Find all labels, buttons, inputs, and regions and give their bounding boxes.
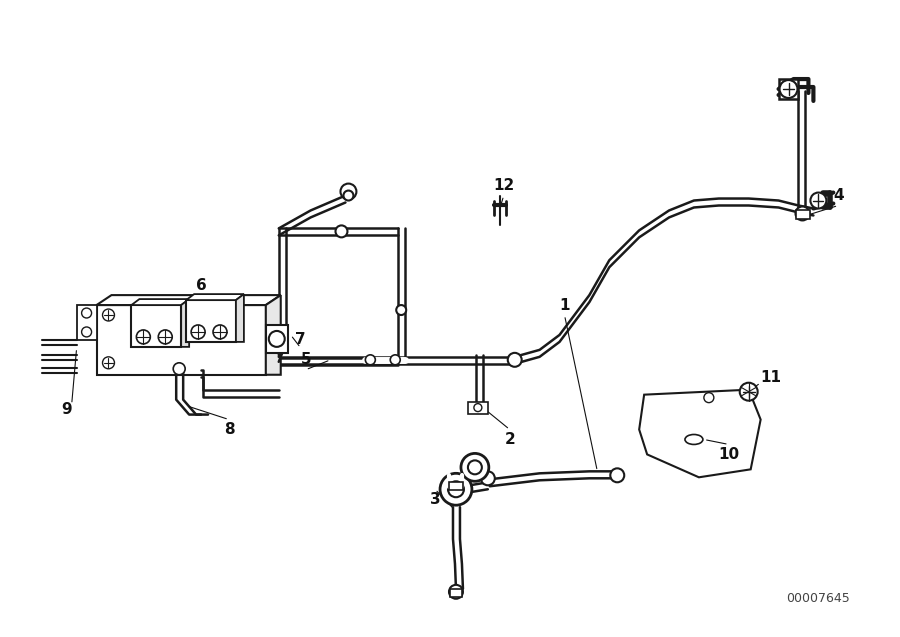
Circle shape [158,330,172,344]
Bar [450,589,462,597]
Circle shape [213,325,227,339]
Bar [796,210,810,219]
Polygon shape [266,295,281,375]
Text: 6: 6 [195,278,206,292]
Bar [186,300,236,342]
Text: 9: 9 [61,402,72,417]
Polygon shape [236,294,244,342]
Text: 00007645: 00007645 [787,592,850,605]
Circle shape [82,327,92,337]
Text: 5: 5 [301,352,310,368]
Polygon shape [131,299,189,305]
Circle shape [103,309,114,321]
Text: 1: 1 [559,297,570,313]
Circle shape [340,183,356,199]
Circle shape [449,585,463,599]
Text: 12: 12 [493,178,515,193]
Circle shape [82,308,92,318]
Circle shape [336,225,347,238]
Text: 2: 2 [504,432,515,447]
Circle shape [103,357,114,369]
Bar [96,305,266,375]
Ellipse shape [685,434,703,445]
Circle shape [191,325,205,339]
Circle shape [740,383,758,401]
Circle shape [269,331,284,347]
Circle shape [396,305,406,315]
Circle shape [508,353,522,367]
Circle shape [779,80,797,98]
Bar [266,325,288,353]
Text: 11: 11 [760,370,781,385]
Circle shape [481,471,495,485]
Circle shape [461,454,489,482]
Circle shape [391,355,401,365]
Polygon shape [96,295,281,305]
Circle shape [796,206,809,220]
Text: 7: 7 [295,333,306,347]
Bar [131,305,181,347]
Circle shape [344,190,354,201]
Polygon shape [186,294,244,300]
Circle shape [365,355,375,365]
Bar [76,305,96,340]
Circle shape [810,192,826,208]
Circle shape [440,473,472,505]
Circle shape [448,482,464,497]
Bar [449,482,463,490]
Bar [468,402,488,413]
Circle shape [173,363,185,375]
Circle shape [704,392,714,403]
Polygon shape [639,390,760,477]
Bar [778,79,798,99]
Circle shape [137,330,150,344]
Circle shape [474,404,482,412]
Circle shape [610,468,625,482]
Circle shape [468,461,482,475]
Text: 10: 10 [718,447,739,462]
Text: 8: 8 [224,422,234,437]
Text: 3: 3 [430,492,440,506]
Polygon shape [181,299,189,347]
Text: 4: 4 [833,188,843,203]
